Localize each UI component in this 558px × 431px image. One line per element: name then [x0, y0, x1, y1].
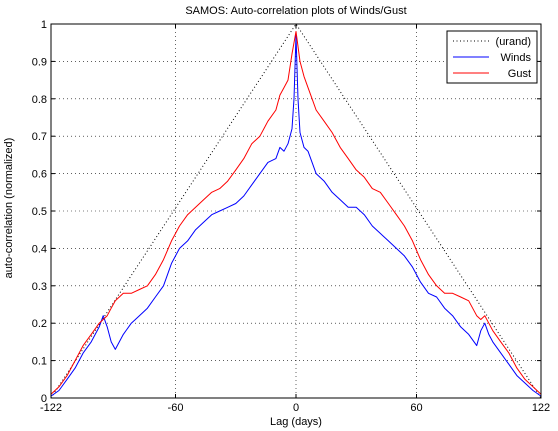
y-axis-label: auto-correlation (normalized)	[3, 138, 15, 279]
x-tick-label-3: 60	[410, 402, 422, 414]
x-axis-label: Lag (days)	[270, 416, 322, 428]
y-tick-label-2: 0.2	[32, 318, 47, 330]
x-tick-label-1: -60	[168, 402, 184, 414]
y-tick-label-6: 0.6	[32, 169, 47, 181]
y-tick-label-1: 0.1	[32, 356, 47, 368]
series-line-gust	[50, 31, 542, 395]
y-tick-label-7: 0.7	[32, 131, 47, 143]
legend: (urand) Winds Gust	[446, 30, 538, 84]
y-tick-label-0: 0	[41, 393, 47, 405]
x-tick-label-4: 122	[532, 402, 550, 414]
y-tick-label-4: 0.4	[32, 243, 47, 255]
x-tick-label-0: -122	[40, 402, 62, 414]
chart-title: SAMOS: Auto-correlation plots of Winds/G…	[185, 5, 406, 17]
x-tick-label-2: 0	[293, 402, 299, 414]
y-tick-label-5: 0.5	[32, 206, 47, 218]
y-tick-label-10: 1	[41, 19, 47, 31]
legend-label-1: Winds	[500, 52, 531, 64]
legend-label-0: (urand)	[496, 36, 531, 48]
y-tick-label-3: 0.3	[32, 281, 47, 293]
legend-label-2: Gust	[508, 68, 531, 80]
y-tick-label-9: 0.9	[32, 56, 47, 68]
y-tick-label-8: 0.8	[32, 94, 47, 106]
